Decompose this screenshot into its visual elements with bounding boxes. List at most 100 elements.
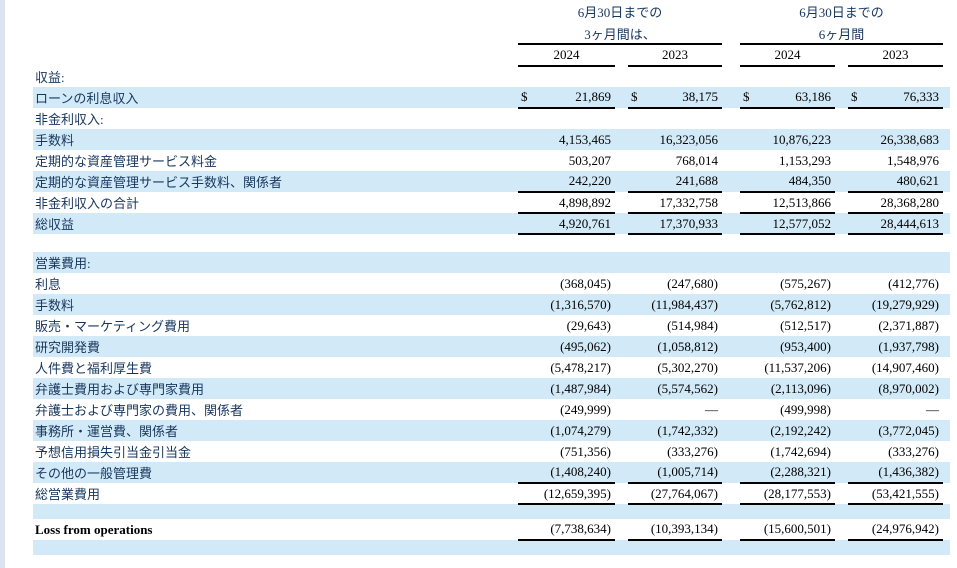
value-number: (2,371,887) (878, 317, 939, 333)
column-gap (615, 192, 628, 213)
row-label: 手数料 (33, 294, 518, 315)
value-cell: 480,621 (848, 171, 943, 193)
row-gutter (0, 129, 33, 150)
value-cell: (24,976,942) (848, 519, 943, 541)
table-row: 非金利収入の合計 4,898,892 17,332,758 12,513,866 28,… (0, 192, 950, 214)
value-number: (15,600,501) (763, 521, 831, 536)
column-gap (722, 273, 740, 294)
row-right-pad (943, 129, 950, 150)
value-cell (518, 234, 615, 252)
table-row: 弁護士および専門家の費用、関係者 (249,999) — (499,998) — (0, 399, 950, 420)
row-gutter (0, 399, 33, 420)
value-number: (11,537,206) (764, 359, 831, 375)
row-label (33, 540, 518, 555)
row-right-pad (943, 357, 950, 378)
table-row: 人件費と福利厚生費 (5,478,217) (5,302,270) (11,537,2… (0, 357, 950, 378)
row-right-pad (943, 315, 950, 336)
row-gutter (0, 357, 33, 378)
column-gap (615, 315, 628, 336)
column-gap (722, 87, 740, 108)
value-number: (247,680) (667, 275, 718, 291)
value-cell: (53,421,555) (848, 483, 943, 505)
value-number: (5,302,270) (657, 359, 718, 375)
column-gap (835, 420, 848, 441)
column-gap (835, 192, 848, 213)
table-row: 非金利収入: (0, 108, 950, 129)
value-number: 4,920,761 (559, 215, 611, 231)
row-right-pad (943, 504, 950, 519)
value-cell: (7,738,634) (518, 519, 615, 541)
header-period-line1: 6月30日までの 6月30日までの (0, 0, 950, 23)
value-cell: (29,643) (518, 315, 615, 336)
row-label: 利息 (35, 277, 62, 292)
value-number: 76,333 (903, 89, 939, 104)
row-label: 総営業費用 (35, 487, 101, 502)
row-label (33, 234, 518, 252)
value-number: 16,323,056 (659, 131, 719, 147)
value-cell: (247,680) (628, 273, 722, 294)
column-gap (615, 441, 628, 462)
value-cell: (8,970,002) (848, 378, 943, 399)
row-label: 定期的な資産管理サービス料金 (35, 154, 218, 169)
col-group-3mo-line1: 6月30日までの (577, 5, 663, 20)
column-gap (615, 399, 628, 420)
column-gap (615, 66, 628, 87)
header-period-line2: 3ヶ月間は、 6ヶ月間 (0, 23, 950, 45)
value-cell: (2,371,887) (848, 315, 943, 336)
value-cell: (575,267) (740, 273, 835, 294)
row-right-pad (943, 252, 950, 273)
column-gap (835, 462, 848, 483)
value-cell: (19,279,929) (848, 294, 943, 315)
value-number: 4,898,892 (559, 194, 611, 210)
row-label: 総収益 (33, 213, 518, 234)
value-number: 12,577,052 (772, 215, 832, 231)
value-cell: (412,776) (848, 273, 943, 294)
col-group-6mo-line2: 6ヶ月間 (740, 23, 943, 45)
row-right-pad (943, 87, 950, 108)
column-gap (722, 66, 740, 87)
column-gap (835, 234, 848, 252)
value-cell: 1,153,293 (740, 150, 835, 171)
value-cell: $76,333 (848, 87, 943, 109)
row-right-pad (943, 273, 950, 294)
column-gap (722, 540, 740, 555)
currency-symbol: $ (743, 89, 750, 104)
value-number: (5,762,812) (770, 296, 831, 312)
value-number: 241,688 (675, 173, 718, 188)
column-gap (835, 171, 848, 192)
value-cell (628, 108, 722, 129)
column-gap (615, 357, 628, 378)
value-cell: 12,577,052 (740, 213, 835, 235)
column-gap (722, 171, 740, 192)
column-gap (722, 504, 740, 519)
column-gap (615, 420, 628, 441)
row-right-pad (943, 399, 950, 420)
row-right-pad (943, 519, 950, 540)
column-gap (722, 234, 740, 252)
table-row: 研究開発費 (495,062) (1,058,812) (953,400) (1,937… (0, 336, 950, 357)
row-right-pad (943, 213, 950, 234)
row-right-pad (943, 192, 950, 213)
table-row: 定期的な資産管理サービス料金 503,207 768,014 1,153,293 1,5… (0, 150, 950, 171)
value-cell: (495,062) (518, 336, 615, 357)
column-gap (835, 540, 848, 555)
value-cell: (1,487,984) (518, 378, 615, 399)
value-cell: (1,742,332) (628, 420, 722, 441)
value-cell (628, 66, 722, 87)
value-number: (495,062) (560, 338, 611, 354)
value-number: (953,400) (780, 338, 831, 354)
value-cell: $21,869 (518, 87, 615, 109)
table-row: 弁護士費用および専門家費用 (1,487,984) (5,574,562) (2,11… (0, 378, 950, 399)
row-gutter (0, 192, 33, 213)
column-gap (835, 336, 848, 357)
value-cell (848, 66, 943, 87)
value-number: (1,058,812) (657, 338, 718, 354)
value-cell: (5,574,562) (628, 378, 722, 399)
row-right-pad (943, 441, 950, 462)
value-cell: 4,920,761 (518, 213, 615, 235)
value-cell: (333,276) (628, 441, 722, 462)
value-number: (1,742,694) (770, 443, 831, 459)
row-label: 営業費用: (33, 252, 518, 273)
value-cell: (1,058,812) (628, 336, 722, 357)
row-gutter (0, 540, 33, 555)
